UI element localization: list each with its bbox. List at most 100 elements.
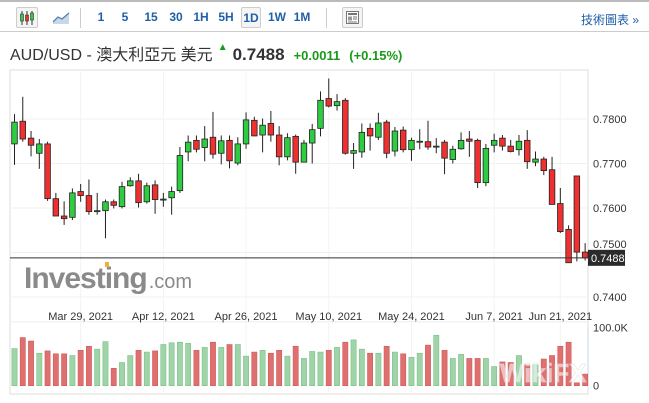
- volume-bar: [168, 342, 175, 386]
- volume-bar: [267, 352, 274, 387]
- candle-body: [27, 137, 35, 146]
- volume-bar: [226, 344, 233, 386]
- volume-bar: [408, 356, 415, 386]
- instrument-header: AUD/USD - 澳大利亞元 美元 ▲ 0.7488 +0.0011 (+0.…: [10, 41, 402, 65]
- investing-logo-accent: [104, 262, 109, 267]
- candle-body: [19, 120, 26, 140]
- price-tick-label: 0.7700: [593, 159, 627, 171]
- candle-body: [151, 184, 159, 200]
- investing-logo-suffix: .com: [149, 271, 192, 293]
- date-tick-label: Jun 7, 2021: [465, 311, 523, 323]
- candle-body: [94, 210, 101, 213]
- volume-bar: [524, 364, 531, 387]
- candle-body: [457, 139, 465, 150]
- date-tick-label: Apr 26, 2021: [215, 311, 278, 323]
- timeframe-1[interactable]: 1: [97, 10, 105, 24]
- timeframe-1d[interactable]: 1D: [241, 7, 261, 28]
- candle-body: [52, 198, 60, 217]
- volume-bar: [367, 352, 374, 387]
- volume-bar: [317, 351, 324, 386]
- price-tick-label: 0.7600: [593, 203, 627, 215]
- timeframe-1w[interactable]: 1W: [268, 10, 286, 24]
- volume-bar: [342, 341, 349, 387]
- toolbar-divider: [326, 8, 327, 28]
- timeframe-15[interactable]: 15: [144, 10, 158, 24]
- candle-body: [135, 180, 142, 204]
- candle-body: [333, 101, 341, 107]
- volume-bar: [28, 340, 34, 387]
- candle-body: [160, 198, 167, 201]
- price-change-percent: (+0.15%): [349, 48, 403, 63]
- timeframe-1h[interactable]: 1H: [193, 10, 209, 24]
- price-tick-label: 0.7400: [593, 292, 627, 304]
- candle-body: [176, 155, 184, 192]
- line-chart-button[interactable]: [50, 7, 72, 28]
- volume-bar: [86, 345, 92, 387]
- candle-body: [375, 122, 382, 138]
- timeframe-1m[interactable]: 1M: [293, 10, 311, 24]
- volume-tick-label: 100.0K: [593, 323, 629, 335]
- candle-body: [300, 142, 308, 163]
- candlestick-chart-button[interactable]: [16, 7, 38, 28]
- last-price-label: 0.7488: [591, 253, 625, 265]
- volume-bar: [276, 350, 283, 387]
- volume-bar: [466, 358, 473, 387]
- volume-bar: [358, 348, 365, 387]
- date-tick-label: Apr 12, 2021: [132, 311, 195, 323]
- volume-bar: [549, 355, 555, 387]
- volume-bar: [334, 347, 340, 387]
- volume-bar: [491, 366, 498, 386]
- timeframe-30[interactable]: 30: [169, 10, 183, 24]
- volume-bar: [573, 382, 580, 386]
- candle-body: [143, 185, 151, 203]
- price-tick-label: 0.7800: [593, 114, 627, 126]
- technical-chart-link[interactable]: 技術圖表 »: [580, 13, 639, 27]
- date-tick-label: Mar 29, 2021: [48, 311, 113, 323]
- candle-body: [474, 139, 481, 184]
- candle-body: [193, 139, 200, 150]
- candle-body: [408, 139, 415, 151]
- candle-body: [581, 251, 589, 259]
- candle-body: [118, 186, 126, 208]
- news-panel-button[interactable]: [342, 7, 363, 28]
- candle-body: [507, 145, 514, 152]
- candle-body: [201, 138, 208, 148]
- volume-bar: [119, 362, 125, 387]
- candle-body: [60, 215, 68, 220]
- candle-body: [391, 130, 399, 152]
- candle-body: [499, 137, 506, 147]
- volume-bar: [565, 341, 572, 387]
- up-arrow-icon: ▲: [217, 42, 228, 53]
- volume-bar: [143, 351, 150, 386]
- volume-bar: [449, 358, 456, 387]
- candle-body: [532, 158, 539, 163]
- volume-bar: [177, 341, 183, 387]
- volume-bar: [499, 361, 506, 387]
- candle-body: [490, 139, 498, 146]
- volume-bar: [44, 350, 51, 386]
- investing-logo: Investing: [24, 262, 147, 295]
- volume-tick-label: 0: [593, 381, 599, 393]
- volume-bar: [11, 348, 18, 386]
- candle-body: [226, 139, 233, 162]
- volume-bar: [441, 350, 448, 387]
- volume-bar: [69, 355, 76, 387]
- candle-body: [317, 99, 324, 129]
- candle-body: [309, 129, 316, 144]
- volume-bar: [243, 355, 249, 386]
- candlestick-icon: [20, 11, 34, 25]
- volume-bar: [218, 347, 225, 387]
- wikifx-watermark: WikiFX: [500, 358, 587, 388]
- candle-body: [342, 99, 349, 154]
- chart-frame: [9, 69, 589, 395]
- volume-bar: [458, 354, 464, 387]
- candle-body: [267, 123, 275, 136]
- volume-bar: [185, 343, 192, 386]
- candle-body: [85, 195, 93, 212]
- volume-bar: [375, 352, 382, 387]
- date-tick-label: May 10, 2021: [295, 311, 362, 323]
- timeframe-5[interactable]: 5: [121, 10, 129, 24]
- candle-body: [383, 121, 390, 154]
- timeframe-5h[interactable]: 5H: [218, 10, 234, 24]
